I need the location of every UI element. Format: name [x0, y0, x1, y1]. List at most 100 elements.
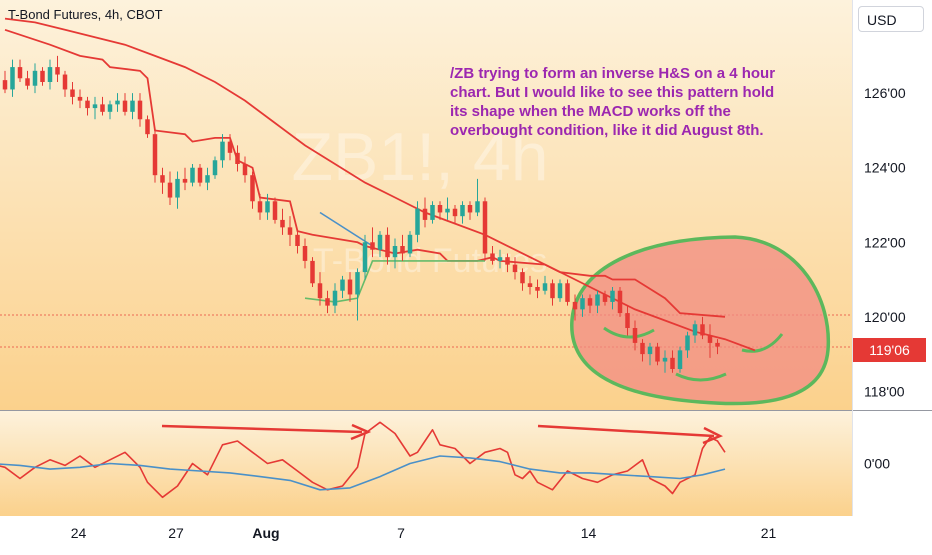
candle-body: [595, 294, 600, 306]
arrow-head-2: [702, 426, 724, 445]
candle-body: [535, 287, 540, 291]
candle-body: [25, 78, 30, 86]
candle-65: [482, 197, 488, 261]
candle-body: [505, 257, 510, 265]
candle-10: [70, 82, 75, 105]
candle-body: [587, 298, 593, 306]
candle-80: [595, 290, 600, 314]
candle-91: [677, 346, 683, 373]
candle-body: [295, 234, 300, 246]
candle-69: [512, 257, 518, 280]
candle-9: [62, 70, 68, 97]
candle-37: [272, 197, 278, 224]
macd-line-1: [0, 421, 726, 499]
candle-72: [535, 279, 540, 299]
candle-body: [550, 283, 555, 299]
price-tick-label: 122'00: [864, 234, 906, 250]
candle-body: [520, 272, 525, 284]
arrow-head-1: [350, 423, 372, 441]
candle-64: [475, 178, 480, 217]
candle-body: [287, 227, 293, 235]
candle-body: [647, 346, 653, 355]
candle-body: [640, 342, 645, 355]
candle-34: [250, 171, 255, 209]
candle-body: [100, 104, 105, 112]
candle-55: [407, 231, 413, 258]
candle-18: [130, 93, 135, 120]
candle-body: [565, 283, 570, 302]
indicator-line-1: [4, 17, 756, 352]
candle-32: [235, 145, 240, 172]
candle-59: [437, 201, 443, 220]
candle-body: [47, 67, 53, 82]
candle-body: [130, 100, 135, 112]
candle-11: [77, 89, 83, 109]
time-tick-label: 21: [761, 525, 777, 541]
candle-71: [527, 275, 533, 295]
indicator-line-4: [319, 211, 373, 247]
head-arc: [675, 372, 727, 382]
candle-body: [197, 167, 203, 183]
candle-39: [287, 216, 293, 246]
candle-86: [640, 339, 645, 362]
candle-body: [617, 290, 623, 314]
candle-21: [152, 130, 158, 183]
candle-83: [617, 287, 623, 317]
candle-52: [385, 227, 390, 265]
annotation-text[interactable]: /ZB trying to form an inverse H&S on a 4…: [450, 65, 776, 139]
candle-29: [212, 156, 218, 179]
candle-75: [557, 279, 563, 302]
candle-27: [197, 164, 203, 187]
indicator-lines: [4, 17, 756, 352]
candle-body: [152, 134, 158, 176]
candle-79: [587, 294, 593, 314]
candle-25: [182, 167, 188, 191]
candle-body: [572, 301, 578, 310]
candle-body: [212, 160, 218, 176]
candle-47: [347, 272, 353, 302]
candle-body: [2, 80, 8, 90]
time-axis-ticks: 24 27 Aug 7 14 21: [71, 525, 777, 541]
candle-body: [415, 208, 420, 235]
candle-94: [700, 316, 705, 340]
candle-63: [467, 201, 473, 220]
time-tick-label: 27: [168, 525, 184, 541]
candle-body: [655, 346, 660, 362]
candle-body: [512, 264, 518, 273]
macd-lines: [0, 421, 726, 499]
candle-44: [325, 290, 330, 314]
candle-6: [40, 67, 45, 86]
candle-42: [310, 257, 315, 287]
candle-33: [242, 156, 248, 183]
candle-body: [40, 70, 45, 82]
time-tick-label: Aug: [252, 525, 279, 541]
candle-body: [385, 234, 390, 258]
candle-body: [167, 182, 173, 198]
candle-body: [527, 283, 533, 287]
time-tick-label: 24: [71, 525, 87, 541]
candle-90: [670, 350, 675, 373]
currency-button[interactable]: USD: [858, 6, 924, 32]
candle-body: [452, 208, 458, 217]
candle-28: [205, 167, 210, 191]
candle-22: [160, 167, 165, 194]
candle-body: [220, 141, 225, 161]
candle-body: [137, 100, 143, 120]
symbol-title[interactable]: T-Bond Futures, 4h, CBOT: [8, 7, 163, 22]
arrow-line-1: [161, 424, 363, 434]
candle-12: [85, 96, 90, 116]
candle-body: [460, 205, 465, 217]
candle-89: [662, 350, 668, 373]
candle-41: [302, 238, 308, 269]
candle-body: [190, 167, 195, 183]
candle-40: [295, 231, 300, 254]
candle-49: [362, 234, 368, 280]
candle-53: [392, 238, 398, 269]
candle-51: [377, 231, 383, 258]
candle-81: [602, 290, 608, 306]
left-shoulder-arc: [603, 326, 655, 339]
candle-body: [377, 234, 383, 250]
candle-85: [632, 320, 638, 351]
